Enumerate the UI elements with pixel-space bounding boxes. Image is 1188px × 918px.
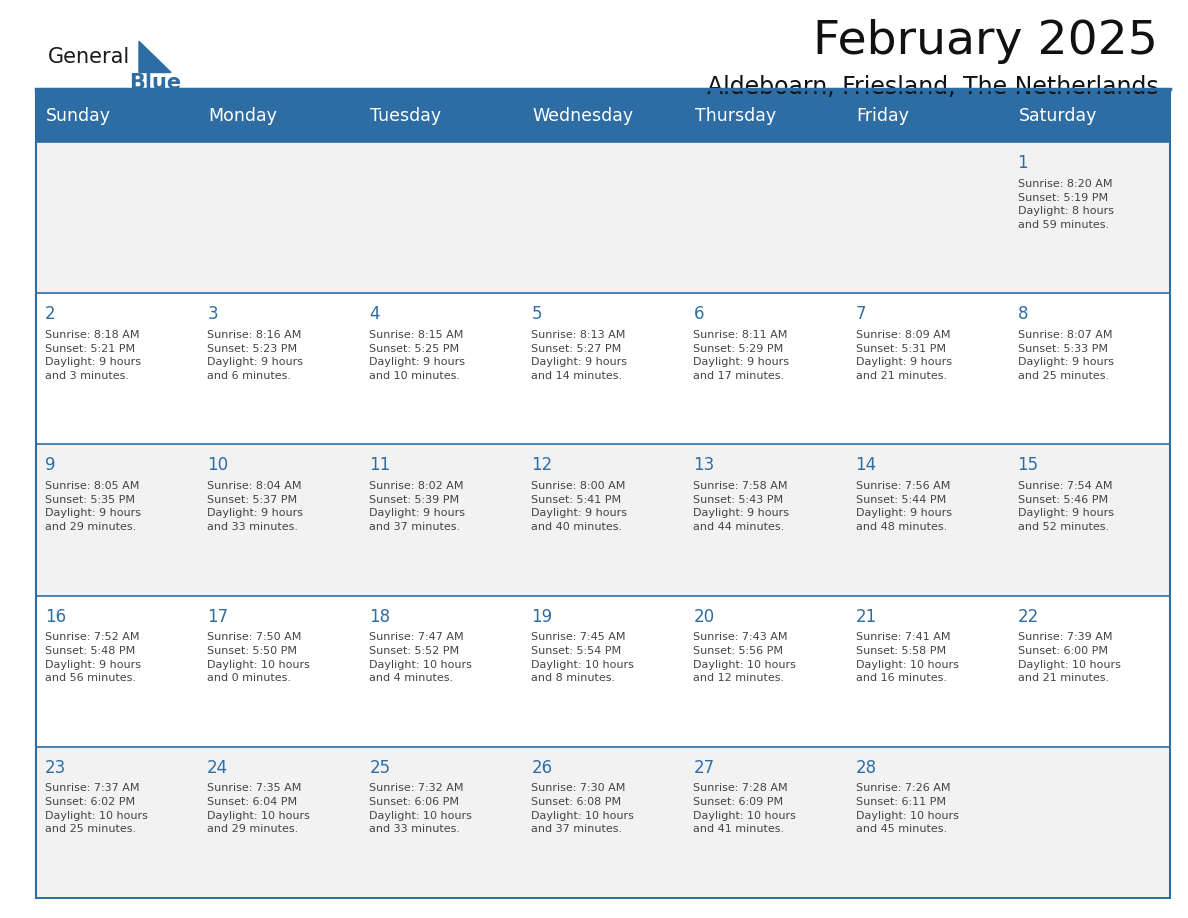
Text: Sunrise: 7:45 AM
Sunset: 5:54 PM
Daylight: 10 hours
and 8 minutes.: Sunrise: 7:45 AM Sunset: 5:54 PM Dayligh… xyxy=(531,633,634,683)
Text: 12: 12 xyxy=(531,456,552,475)
Text: Sunrise: 7:35 AM
Sunset: 6:04 PM
Daylight: 10 hours
and 29 minutes.: Sunrise: 7:35 AM Sunset: 6:04 PM Dayligh… xyxy=(207,783,310,834)
Text: 10: 10 xyxy=(207,456,228,475)
Text: 15: 15 xyxy=(1018,456,1038,475)
Text: Sunrise: 7:43 AM
Sunset: 5:56 PM
Daylight: 10 hours
and 12 minutes.: Sunrise: 7:43 AM Sunset: 5:56 PM Dayligh… xyxy=(694,633,796,683)
Polygon shape xyxy=(139,41,171,73)
Text: Sunrise: 7:26 AM
Sunset: 6:11 PM
Daylight: 10 hours
and 45 minutes.: Sunrise: 7:26 AM Sunset: 6:11 PM Dayligh… xyxy=(855,783,959,834)
Text: Sunrise: 7:50 AM
Sunset: 5:50 PM
Daylight: 10 hours
and 0 minutes.: Sunrise: 7:50 AM Sunset: 5:50 PM Dayligh… xyxy=(207,633,310,683)
Text: 8: 8 xyxy=(1018,306,1028,323)
Text: 22: 22 xyxy=(1018,608,1038,625)
Text: Thursday: Thursday xyxy=(695,107,776,125)
Text: Sunrise: 8:07 AM
Sunset: 5:33 PM
Daylight: 9 hours
and 25 minutes.: Sunrise: 8:07 AM Sunset: 5:33 PM Dayligh… xyxy=(1018,330,1113,381)
Text: 17: 17 xyxy=(207,608,228,625)
Bar xyxy=(36,596,1170,746)
Text: Sunrise: 7:37 AM
Sunset: 6:02 PM
Daylight: 10 hours
and 25 minutes.: Sunrise: 7:37 AM Sunset: 6:02 PM Dayligh… xyxy=(45,783,148,834)
Text: 6: 6 xyxy=(694,306,704,323)
Text: 26: 26 xyxy=(531,758,552,777)
Text: Sunrise: 7:58 AM
Sunset: 5:43 PM
Daylight: 9 hours
and 44 minutes.: Sunrise: 7:58 AM Sunset: 5:43 PM Dayligh… xyxy=(694,481,790,532)
Text: Friday: Friday xyxy=(857,107,910,125)
Text: 14: 14 xyxy=(855,456,877,475)
Text: Sunrise: 7:54 AM
Sunset: 5:46 PM
Daylight: 9 hours
and 52 minutes.: Sunrise: 7:54 AM Sunset: 5:46 PM Dayligh… xyxy=(1018,481,1113,532)
Text: Sunrise: 7:39 AM
Sunset: 6:00 PM
Daylight: 10 hours
and 21 minutes.: Sunrise: 7:39 AM Sunset: 6:00 PM Dayligh… xyxy=(1018,633,1120,683)
Text: 27: 27 xyxy=(694,758,714,777)
Text: Sunrise: 8:11 AM
Sunset: 5:29 PM
Daylight: 9 hours
and 17 minutes.: Sunrise: 8:11 AM Sunset: 5:29 PM Dayligh… xyxy=(694,330,790,381)
Text: 19: 19 xyxy=(531,608,552,625)
Text: Sunrise: 8:13 AM
Sunset: 5:27 PM
Daylight: 9 hours
and 14 minutes.: Sunrise: 8:13 AM Sunset: 5:27 PM Dayligh… xyxy=(531,330,627,381)
Text: 3: 3 xyxy=(207,306,217,323)
Text: Sunrise: 8:15 AM
Sunset: 5:25 PM
Daylight: 9 hours
and 10 minutes.: Sunrise: 8:15 AM Sunset: 5:25 PM Dayligh… xyxy=(369,330,466,381)
Text: Sunrise: 8:00 AM
Sunset: 5:41 PM
Daylight: 9 hours
and 40 minutes.: Sunrise: 8:00 AM Sunset: 5:41 PM Dayligh… xyxy=(531,481,627,532)
Text: Sunrise: 7:32 AM
Sunset: 6:06 PM
Daylight: 10 hours
and 33 minutes.: Sunrise: 7:32 AM Sunset: 6:06 PM Dayligh… xyxy=(369,783,472,834)
Text: Sunrise: 8:18 AM
Sunset: 5:21 PM
Daylight: 9 hours
and 3 minutes.: Sunrise: 8:18 AM Sunset: 5:21 PM Dayligh… xyxy=(45,330,141,381)
Text: 24: 24 xyxy=(207,758,228,777)
Text: Sunrise: 8:09 AM
Sunset: 5:31 PM
Daylight: 9 hours
and 21 minutes.: Sunrise: 8:09 AM Sunset: 5:31 PM Dayligh… xyxy=(855,330,952,381)
Bar xyxy=(36,294,1170,444)
Text: Sunrise: 7:56 AM
Sunset: 5:44 PM
Daylight: 9 hours
and 48 minutes.: Sunrise: 7:56 AM Sunset: 5:44 PM Dayligh… xyxy=(855,481,952,532)
Text: Sunrise: 7:47 AM
Sunset: 5:52 PM
Daylight: 10 hours
and 4 minutes.: Sunrise: 7:47 AM Sunset: 5:52 PM Dayligh… xyxy=(369,633,472,683)
Text: Sunrise: 8:04 AM
Sunset: 5:37 PM
Daylight: 9 hours
and 33 minutes.: Sunrise: 8:04 AM Sunset: 5:37 PM Dayligh… xyxy=(207,481,303,532)
Text: Sunrise: 8:20 AM
Sunset: 5:19 PM
Daylight: 8 hours
and 59 minutes.: Sunrise: 8:20 AM Sunset: 5:19 PM Dayligh… xyxy=(1018,179,1113,230)
Text: Sunrise: 7:52 AM
Sunset: 5:48 PM
Daylight: 9 hours
and 56 minutes.: Sunrise: 7:52 AM Sunset: 5:48 PM Dayligh… xyxy=(45,633,141,683)
Text: 18: 18 xyxy=(369,608,391,625)
Text: Monday: Monday xyxy=(208,107,277,125)
Text: Sunrise: 7:30 AM
Sunset: 6:08 PM
Daylight: 10 hours
and 37 minutes.: Sunrise: 7:30 AM Sunset: 6:08 PM Dayligh… xyxy=(531,783,634,834)
Text: Sunrise: 8:05 AM
Sunset: 5:35 PM
Daylight: 9 hours
and 29 minutes.: Sunrise: 8:05 AM Sunset: 5:35 PM Dayligh… xyxy=(45,481,141,532)
Text: Sunday: Sunday xyxy=(46,107,112,125)
Text: 28: 28 xyxy=(855,758,877,777)
Text: Sunrise: 8:16 AM
Sunset: 5:23 PM
Daylight: 9 hours
and 6 minutes.: Sunrise: 8:16 AM Sunset: 5:23 PM Dayligh… xyxy=(207,330,303,381)
Text: 20: 20 xyxy=(694,608,714,625)
Text: 25: 25 xyxy=(369,758,391,777)
Text: 1: 1 xyxy=(1018,154,1029,173)
Text: 13: 13 xyxy=(694,456,715,475)
Text: Aldeboarn, Friesland, The Netherlands: Aldeboarn, Friesland, The Netherlands xyxy=(707,75,1158,99)
Bar xyxy=(36,142,1170,294)
Bar xyxy=(36,90,1170,142)
Text: Sunrise: 7:28 AM
Sunset: 6:09 PM
Daylight: 10 hours
and 41 minutes.: Sunrise: 7:28 AM Sunset: 6:09 PM Dayligh… xyxy=(694,783,796,834)
Text: February 2025: February 2025 xyxy=(814,18,1158,64)
Text: General: General xyxy=(48,47,129,67)
Text: 4: 4 xyxy=(369,306,380,323)
Text: 21: 21 xyxy=(855,608,877,625)
Text: 16: 16 xyxy=(45,608,67,625)
Bar xyxy=(36,746,1170,898)
Text: 23: 23 xyxy=(45,758,67,777)
Text: 9: 9 xyxy=(45,456,56,475)
Text: Wednesday: Wednesday xyxy=(532,107,633,125)
Text: 5: 5 xyxy=(531,306,542,323)
Text: 7: 7 xyxy=(855,306,866,323)
Text: 11: 11 xyxy=(369,456,391,475)
Text: Sunrise: 7:41 AM
Sunset: 5:58 PM
Daylight: 10 hours
and 16 minutes.: Sunrise: 7:41 AM Sunset: 5:58 PM Dayligh… xyxy=(855,633,959,683)
Text: Tuesday: Tuesday xyxy=(371,107,442,125)
Text: Saturday: Saturday xyxy=(1019,107,1098,125)
Text: Sunrise: 8:02 AM
Sunset: 5:39 PM
Daylight: 9 hours
and 37 minutes.: Sunrise: 8:02 AM Sunset: 5:39 PM Dayligh… xyxy=(369,481,466,532)
Text: 2: 2 xyxy=(45,306,56,323)
Text: Blue: Blue xyxy=(129,73,182,93)
Bar xyxy=(36,444,1170,596)
